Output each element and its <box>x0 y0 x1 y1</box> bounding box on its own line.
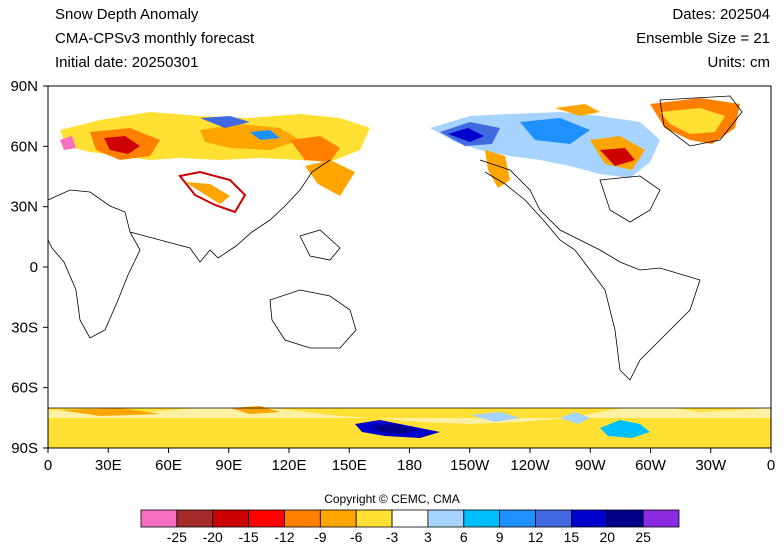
x-tick-label: 120W <box>510 457 550 474</box>
colorbar-swatch <box>463 509 501 528</box>
x-tick-label: 150E <box>332 457 367 474</box>
x-tick-label: 30E <box>95 457 122 474</box>
x-tick-label: 90E <box>215 457 242 474</box>
colorbar-label: -6 <box>349 529 363 545</box>
colorbar-swatch <box>499 509 536 528</box>
colorbar-swatch <box>355 509 393 528</box>
colorbar-swatch <box>284 509 321 528</box>
ensemble-size-label: Ensemble Size = 21 <box>636 30 770 47</box>
y-tick-label: 60S <box>11 380 38 397</box>
colorbar-swatch <box>248 509 285 528</box>
x-tick-label: 0 <box>44 457 52 474</box>
x-tick-label: 180 <box>397 457 422 474</box>
x-tick-label: 90W <box>575 457 607 474</box>
initial-date-label: Initial date: 20250301 <box>55 54 199 71</box>
map-plot-area <box>47 85 772 449</box>
colorbar-swatch <box>642 509 680 528</box>
colorbar-swatch <box>176 509 214 528</box>
colorbar-swatch <box>140 509 178 528</box>
colorbar-label: -9 <box>314 529 327 545</box>
x-tick-label: 30W <box>695 457 727 474</box>
colorbar-label: 12 <box>527 529 544 545</box>
colorbar-label: 6 <box>459 529 468 545</box>
colorbar-swatch <box>319 509 357 528</box>
colorbar-swatch <box>391 509 429 528</box>
colorbar-swatch <box>427 509 465 528</box>
colorbar-label: -25 <box>166 529 187 545</box>
y-tick-label: 0 <box>30 259 38 276</box>
colorbar-label: -15 <box>238 529 259 545</box>
antarctic-anomaly-field <box>48 404 771 448</box>
x-axis: 0 30E 60E 90E 120E 150E 180 150W 120W 90W 60W 30W 0 <box>44 448 775 474</box>
y-tick-label: 90S <box>11 440 38 457</box>
x-tick-label: 0 <box>767 457 775 474</box>
copyright-notice: Copyright © CEMC, CMA <box>324 492 460 506</box>
x-tick-label: 60W <box>635 457 667 474</box>
y-tick-label: 90N <box>10 78 38 95</box>
colorbar-label: -3 <box>385 529 399 545</box>
colorbar-label: -12 <box>274 529 295 545</box>
colorbar-swatch <box>535 509 572 528</box>
colorbar-swatch <box>571 509 608 528</box>
eurasia-anomaly-field <box>60 112 370 214</box>
colorbar-label: 25 <box>635 529 651 545</box>
colorbar-label: 15 <box>563 529 580 545</box>
colorbar <box>140 509 680 528</box>
y-tick-label: 30S <box>11 319 38 336</box>
north-america-anomaly-field <box>430 98 740 188</box>
y-tick-label: 60N <box>10 138 38 155</box>
colorbar-label: 9 <box>495 529 504 545</box>
colorbar-label: 20 <box>599 529 616 545</box>
dates-label: Dates: 202504 <box>672 6 770 23</box>
map-title: Snow Depth Anomaly <box>55 6 199 23</box>
y-axis: 90N 60N 30N 0 30S 60S 90S <box>10 78 48 457</box>
colorbar-swatch <box>212 509 250 528</box>
model-label: CMA-CPSv3 monthly forecast <box>55 30 255 47</box>
x-tick-label: 120E <box>271 457 306 474</box>
coastlines <box>47 95 771 409</box>
x-tick-label: 60E <box>155 457 182 474</box>
y-tick-label: 30N <box>10 199 38 216</box>
colorbar-swatch <box>606 509 644 528</box>
colorbar-label: 3 <box>424 529 432 545</box>
colorbar-label: -20 <box>202 529 223 545</box>
units-label: Units: cm <box>707 54 770 71</box>
x-tick-label: 150W <box>450 457 490 474</box>
